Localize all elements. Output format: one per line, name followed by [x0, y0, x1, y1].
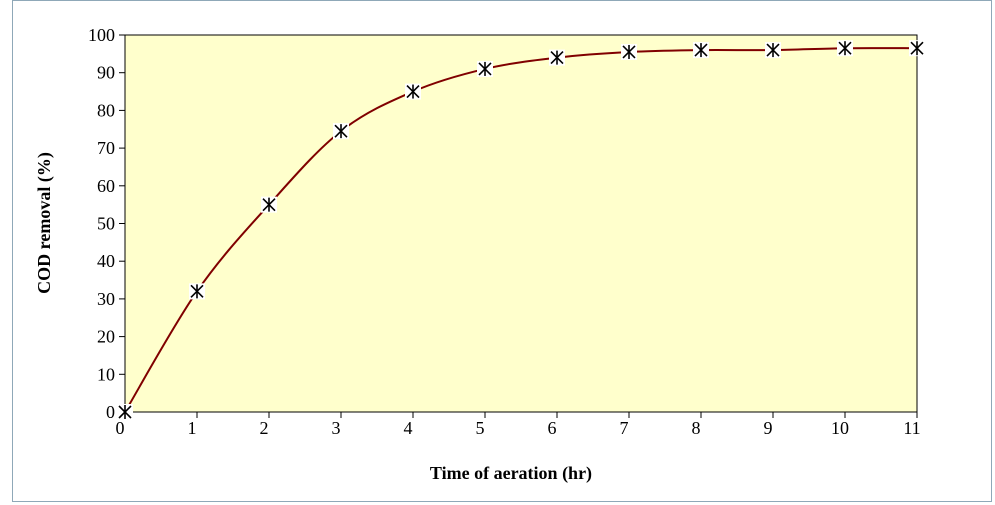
data-point-marker: [405, 83, 421, 100]
x-tick-label: 7: [620, 418, 629, 438]
y-tick-label: 30: [97, 289, 115, 309]
x-tick-label: 11: [903, 418, 920, 438]
x-tick-label: 6: [548, 418, 557, 438]
y-tick-label: 20: [97, 327, 115, 347]
x-tick-label: 4: [404, 418, 413, 438]
x-tick-label: 8: [692, 418, 701, 438]
x-tick-label: 1: [188, 418, 197, 438]
data-point-marker: [117, 404, 133, 420]
data-point-marker: [765, 42, 781, 59]
y-tick-label: 90: [97, 63, 115, 83]
x-tick-label: 5: [476, 418, 485, 438]
x-tick-label: 9: [764, 418, 773, 438]
data-point-marker: [549, 49, 565, 66]
y-tick-label: 70: [97, 138, 115, 158]
data-point-marker: [621, 43, 637, 60]
x-tick-label: 10: [831, 418, 849, 438]
y-tick-label: 0: [106, 402, 115, 422]
x-tick-label: 2: [260, 418, 269, 438]
data-point-marker: [261, 196, 277, 213]
x-axis-title: Time of aeration (hr): [430, 463, 592, 484]
y-tick-label: 50: [97, 214, 115, 234]
data-point-marker: [909, 40, 925, 57]
data-point-marker: [837, 40, 853, 57]
data-point-marker: [333, 123, 349, 140]
x-tick-label: 3: [332, 418, 341, 438]
y-axis-title: COD removal (%): [34, 152, 55, 294]
plot-area: [124, 34, 918, 413]
y-tick-label: 100: [88, 25, 115, 45]
x-axis-ticks: 0 1 2 3 4 5 6 7 8 9 10 11: [116, 412, 921, 438]
y-tick-label: 60: [97, 176, 115, 196]
y-tick-label: 40: [97, 251, 115, 271]
y-tick-label: 10: [97, 364, 115, 384]
y-axis-ticks: 0 10 20 30 40 50 60 70 80 90 100: [88, 25, 125, 422]
data-point-marker: [477, 60, 493, 77]
data-point-marker: [693, 42, 709, 59]
data-point-marker: [189, 283, 205, 300]
x-tick-label: 0: [116, 418, 125, 438]
y-tick-label: 80: [97, 100, 115, 120]
data-points: [117, 40, 925, 420]
